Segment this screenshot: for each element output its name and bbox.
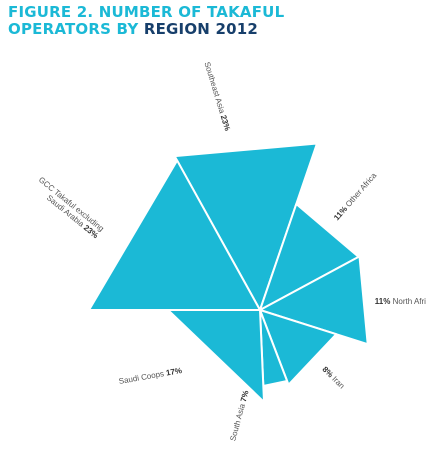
title-line-2: OPERATORS BY REGION 2012	[8, 21, 284, 38]
label-other-africa: 11% Other Africa	[332, 171, 379, 223]
title-line-1: FIGURE 2. NUMBER OF TAKAFUL	[8, 3, 285, 21]
label-southeast-asia: Southeast Asia 23%	[202, 61, 232, 132]
label-gcc-takaful-excluding-saudi-arabia: GCC Takaful excludingSaudi Arabia 23%	[31, 175, 105, 240]
label-south-asia: South Asia 7%	[228, 389, 250, 442]
label-saudi-coops: Saudi Coops 17%	[118, 366, 183, 386]
label-north-africa: 11% North Afri	[375, 297, 426, 306]
title-line-2-accent: OPERATORS BY	[8, 20, 144, 38]
slice-gcc-takaful-excluding-saudi-arabia	[88, 159, 261, 311]
slice-saudi-coops	[167, 309, 266, 403]
chart-title: FIGURE 2. NUMBER OF TAKAFUL OPERATORS BY…	[8, 4, 284, 38]
label-iran: 8% Iran	[320, 365, 346, 391]
title-line-2-dark: REGION 2012	[143, 20, 259, 38]
